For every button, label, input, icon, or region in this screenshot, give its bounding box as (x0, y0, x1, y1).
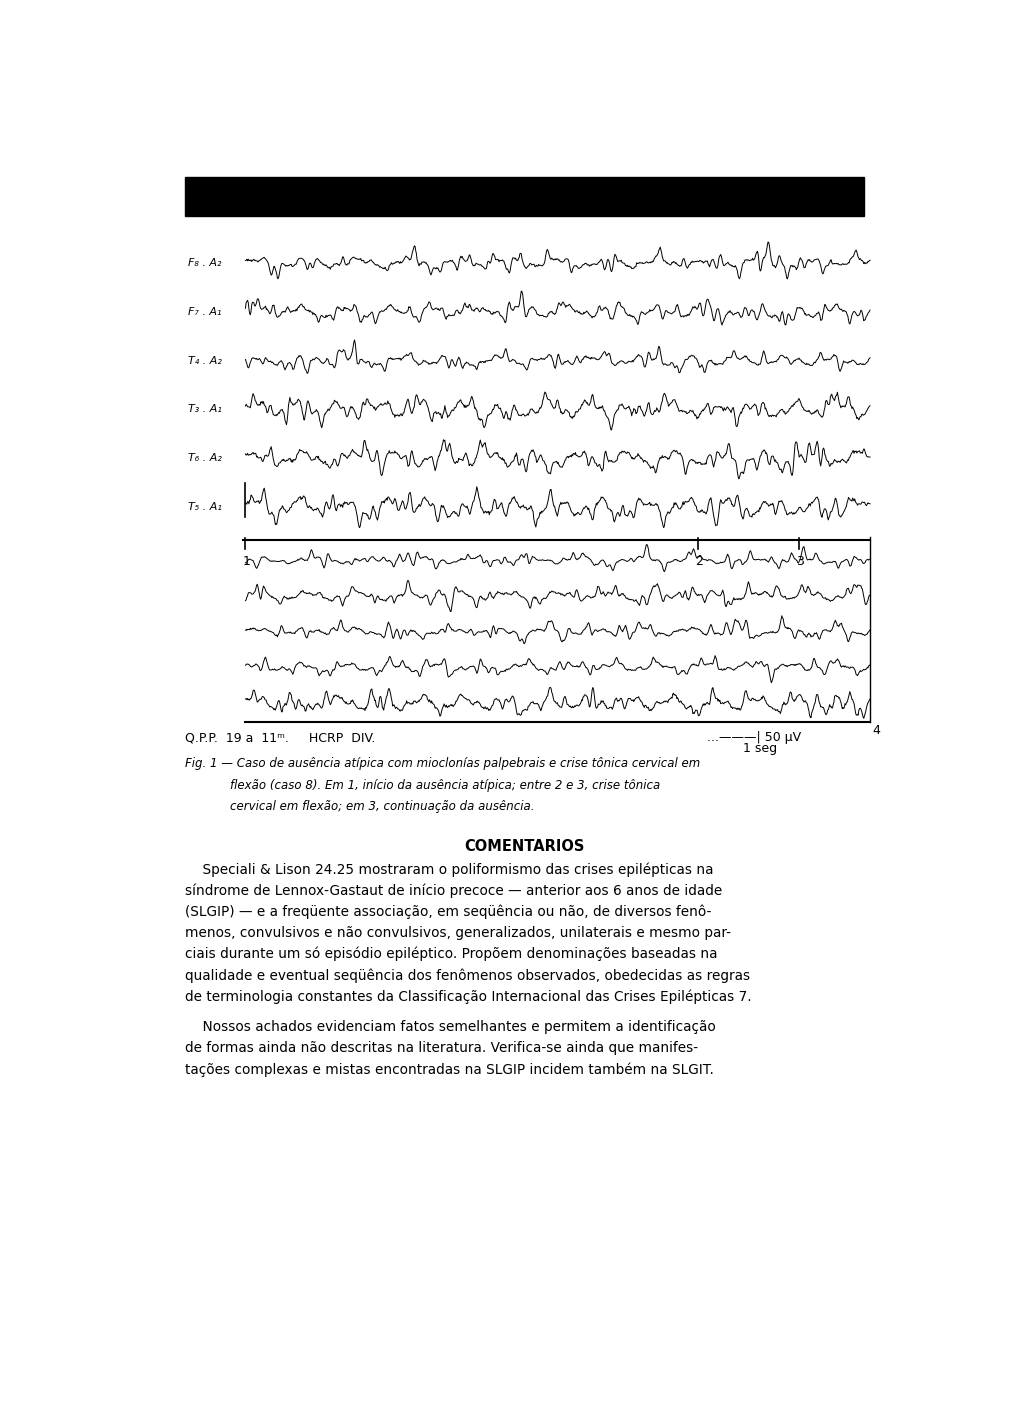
Text: Speciali & Lison 24.25 mostraram o poliformismo das crises epilépticas na: Speciali & Lison 24.25 mostraram o polif… (185, 863, 714, 877)
Text: Q.P.P.  19 a  11ᵐ.     HCRP  DIV.: Q.P.P. 19 a 11ᵐ. HCRP DIV. (185, 731, 376, 744)
Text: flexão (caso 8). Em 1, início da ausência atípica; entre 2 e 3, crise tônica: flexão (caso 8). Em 1, início da ausênci… (185, 779, 660, 792)
Text: Nossos achados evidenciam fatos semelhantes e permitem a identificação: Nossos achados evidenciam fatos semelhan… (185, 1020, 716, 1034)
Text: cervical em flexão; em 3, continuação da ausência.: cervical em flexão; em 3, continuação da… (185, 800, 535, 813)
Text: F₇ . A₁: F₇ . A₁ (187, 307, 221, 317)
Text: tações complexas e mistas encontradas na SLGIP incidem também na SLGIT.: tações complexas e mistas encontradas na… (185, 1062, 714, 1077)
Text: T₅ . A₁: T₅ . A₁ (187, 502, 221, 513)
Text: 2: 2 (695, 555, 703, 569)
Text: Fig. 1 — Caso de ausência atípica com mioclonías palpebrais e crise tônica cervi: Fig. 1 — Caso de ausência atípica com mi… (185, 757, 700, 771)
Text: de formas ainda não descritas na literatura. Verifica-se ainda que manifes-: de formas ainda não descritas na literat… (185, 1041, 698, 1055)
Text: T₆ . A₂: T₆ . A₂ (187, 454, 221, 464)
Text: (SLGIP) — e a freqüente associação, em seqüência ou não, de diversos fenô-: (SLGIP) — e a freqüente associação, em s… (185, 905, 712, 919)
Text: T₃ . A₁: T₃ . A₁ (187, 405, 221, 415)
Text: ciais durante um só episódio epiléptico. Propõem denominações baseadas na: ciais durante um só episódio epiléptico.… (185, 947, 718, 961)
Text: COMENTARIOS: COMENTARIOS (465, 839, 585, 855)
Text: F₈ . A₂: F₈ . A₂ (187, 258, 221, 268)
Text: síndrome de Lennox-Gastaut de início precoce — anterior aos 6 anos de idade: síndrome de Lennox-Gastaut de início pre… (185, 884, 722, 898)
Text: 3: 3 (797, 555, 804, 569)
Text: 1: 1 (243, 555, 251, 569)
Text: T₄ . A₂: T₄ . A₂ (187, 356, 221, 366)
Text: ...———| 50 μV: ...———| 50 μV (708, 731, 802, 744)
Text: 1 seg: 1 seg (743, 743, 777, 755)
Bar (185, 177, 864, 216)
Text: qualidade e eventual seqüência dos fenômenos observados, obedecidas as regras: qualidade e eventual seqüência dos fenôm… (185, 968, 751, 982)
Text: 4: 4 (872, 724, 881, 737)
Text: menos, convulsivos e não convulsivos, generalizados, unilaterais e mesmo par-: menos, convulsivos e não convulsivos, ge… (185, 926, 731, 940)
Text: de terminologia constantes da Classificação Internacional das Crises Epilépticas: de terminologia constantes da Classifica… (185, 989, 752, 1003)
